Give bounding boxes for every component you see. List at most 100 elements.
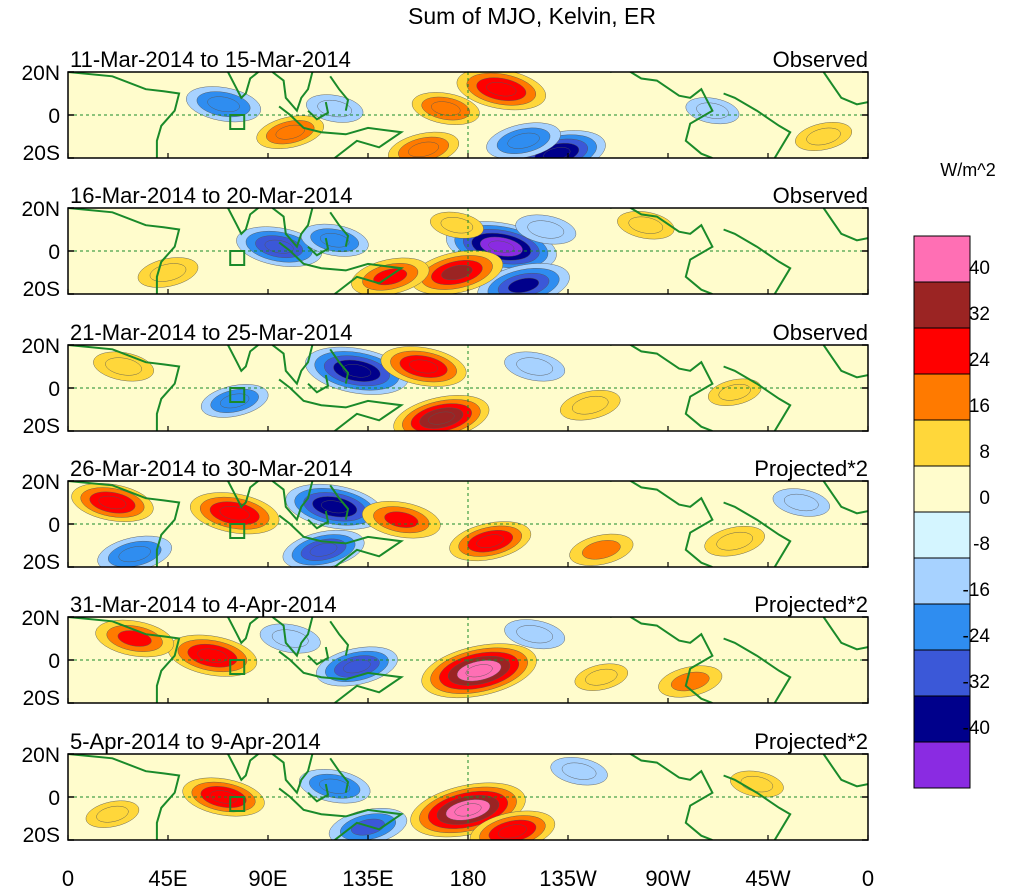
anomaly-contour	[585, 668, 618, 686]
coastline	[68, 208, 181, 294]
panel-period-label: 16-Mar-2014 to 20-Mar-2014	[70, 183, 352, 208]
colorbar-swatch	[913, 649, 971, 697]
coastline	[278, 241, 405, 294]
anomaly-contour	[561, 762, 597, 780]
y-tick-label: 20N	[21, 744, 60, 767]
coastline	[278, 650, 405, 703]
anomaly-contour	[498, 824, 527, 839]
coastline	[271, 345, 314, 386]
colorbar-swatch	[913, 465, 971, 513]
anomaly-contour	[516, 357, 554, 376]
panel-kind-label: Observed	[773, 320, 868, 345]
coastline	[278, 378, 405, 431]
colorbar-label: -16	[963, 580, 990, 601]
anomaly-contour	[543, 147, 571, 158]
colorbar: W/m^2 40 32 24 16 8 0 -8 -16 -24 -32 -40	[913, 160, 996, 789]
panel-kind-label: Projected*2	[754, 592, 868, 617]
anomaly-contour	[207, 96, 240, 113]
anomaly-contour	[408, 141, 439, 158]
anomaly-contour	[784, 493, 819, 512]
anomaly-contour	[716, 531, 753, 551]
colorbar-swatch	[913, 511, 971, 559]
panel-kind-label: Observed	[773, 183, 868, 208]
anomaly-contour	[486, 82, 517, 97]
coastline	[723, 92, 792, 158]
map-panel: 20N 0 20S 16-Mar-2014 to 20-Mar-2014 Observe…	[21, 183, 869, 301]
map-panel: 20N 0 20S 31-Mar-2014 to 4-Apr-2014 Projecte…	[21, 592, 869, 710]
panel-period-label: 26-Mar-2014 to 30-Mar-2014	[70, 456, 352, 481]
coastline	[723, 365, 792, 431]
coastline	[723, 228, 792, 294]
colorbar-label: 0	[979, 488, 990, 509]
coastline	[225, 617, 260, 645]
anomaly-field	[68, 72, 868, 158]
coastline	[225, 345, 260, 373]
coastline	[68, 754, 181, 840]
chart-title: Sum of MJO, Kelvin, ER	[408, 3, 656, 29]
map-panel: 20N 0 20S 5-Apr-2014 to 9-Apr-2014 Projected…	[21, 729, 869, 847]
anomaly-contour	[220, 393, 250, 409]
y-tick-label: 0	[48, 378, 60, 401]
coastline	[68, 617, 181, 703]
anomaly-contour	[431, 101, 461, 116]
colorbar-unit-label: W/m^2	[940, 160, 995, 180]
anomaly-field	[68, 617, 868, 703]
coastline	[822, 345, 868, 379]
colorbar-swatch	[913, 327, 971, 375]
anomaly-contour	[409, 359, 438, 374]
x-tick-label: 180	[450, 866, 487, 889]
anomaly-contour	[571, 395, 609, 415]
coastline	[307, 237, 330, 257]
anomaly-field	[68, 481, 868, 567]
anomaly-contour	[516, 625, 554, 644]
anomaly-contour	[309, 543, 338, 557]
y-tick-label: 20S	[23, 142, 60, 165]
anomaly-contour	[219, 506, 250, 521]
coastline	[307, 783, 330, 803]
coastline	[329, 620, 350, 656]
map-panel: 20N 0 20S 26-Mar-2014 to 30-Mar-2014 Project…	[21, 456, 869, 574]
colorbar-swatch	[913, 741, 971, 789]
map-panels: 20N 0 20S 11-Mar-2014 to 15-Mar-2014 Observe…	[21, 47, 869, 847]
coastline	[307, 646, 330, 666]
coastline	[610, 345, 714, 431]
coastline	[822, 72, 868, 106]
y-tick-label: 0	[48, 105, 60, 128]
colorbar-label: 32	[969, 304, 990, 325]
anomaly-contour	[440, 217, 474, 234]
coastline	[610, 481, 714, 567]
coastline	[271, 72, 314, 113]
coastline	[278, 787, 405, 840]
coastline	[68, 72, 181, 158]
colorbar-label: 24	[969, 350, 991, 371]
index-box	[229, 387, 246, 403]
y-tick-label: 20S	[23, 415, 60, 438]
anomaly-contour	[476, 534, 504, 548]
coastline	[225, 754, 260, 782]
y-tick-label: 20S	[23, 824, 60, 847]
anomaly-contour	[527, 220, 565, 239]
colorbar-swatch	[913, 373, 971, 421]
y-tick-label: 0	[48, 650, 60, 673]
panel-period-label: 21-Mar-2014 to 25-Mar-2014	[70, 320, 352, 345]
panel-period-label: 31-Mar-2014 to 4-Apr-2014	[70, 592, 337, 617]
coastline	[329, 757, 350, 793]
y-tick-label: 20N	[21, 198, 60, 221]
coastline	[610, 208, 714, 294]
colorbar-label: -40	[963, 718, 990, 739]
anomaly-contour	[441, 264, 473, 281]
x-tick-label: 0	[62, 866, 74, 889]
anomaly-contour	[465, 664, 493, 678]
coastline	[610, 617, 714, 703]
coastline	[307, 374, 330, 394]
coastline	[822, 481, 868, 515]
anomaly-contour	[342, 364, 372, 378]
coastline	[271, 754, 314, 795]
y-tick-label: 20S	[23, 551, 60, 574]
index-box	[229, 523, 246, 539]
coastline	[307, 510, 330, 530]
coastline	[271, 617, 314, 658]
colorbar-swatch	[913, 419, 971, 467]
anomaly-contour	[197, 648, 228, 663]
coastline	[329, 211, 350, 247]
